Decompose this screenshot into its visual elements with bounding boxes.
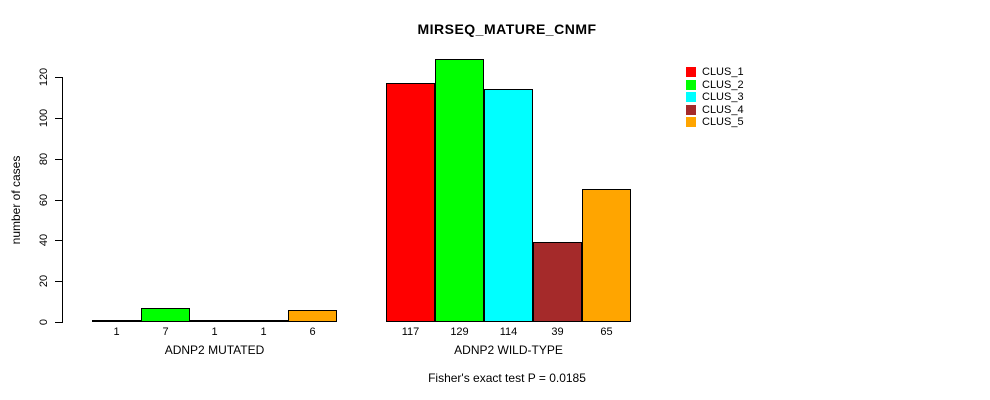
legend-label: CLUS_2 [702, 78, 744, 91]
y-tick-label: 120 [38, 67, 50, 87]
legend-swatch-icon [686, 79, 696, 90]
group-label-1: ADNP2 MUTATED [164, 343, 265, 357]
bar-clus_2-group1 [141, 308, 190, 322]
bar-value-label: 1 [260, 326, 267, 338]
y-tick-mark [55, 240, 62, 241]
legend-swatch-icon [686, 67, 696, 78]
bar-clus_3-group1 [190, 320, 239, 322]
bar-clus_5-group2 [582, 189, 631, 322]
y-tick-mark [55, 77, 62, 78]
footnote-text: Fisher's exact test P = 0.0185 [428, 371, 586, 385]
legend-swatch-icon [686, 117, 696, 128]
bar-clus_4-group1 [239, 320, 288, 322]
legend-label: CLUS_3 [702, 91, 744, 104]
group-label-2: ADNP2 WILD-TYPE [454, 343, 563, 357]
bar-value-label: 117 [401, 326, 420, 338]
y-tick-mark [55, 322, 62, 323]
y-tick-label: 80 [38, 152, 50, 166]
y-axis-label: number of cases [9, 155, 23, 245]
bar-clus_1-group2 [386, 83, 435, 322]
legend-swatch-icon [686, 104, 696, 115]
legend-item-clus_2: CLUS_2 [686, 79, 744, 92]
legend-item-clus_4: CLUS_4 [686, 104, 744, 117]
legend-item-clus_3: CLUS_3 [686, 91, 744, 104]
legend-label: CLUS_4 [702, 103, 744, 116]
bar-value-label: 39 [551, 326, 564, 338]
legend-swatch-icon [686, 92, 696, 103]
bar-clus_2-group2 [435, 59, 484, 322]
bar-value-label: 129 [450, 326, 469, 338]
y-tick-label: 20 [38, 274, 50, 288]
legend: CLUS_1 CLUS_2 CLUS_3 CLUS_4 CLUS_5 [686, 66, 744, 129]
legend-label: CLUS_5 [702, 116, 744, 129]
legend-label: CLUS_1 [702, 66, 744, 79]
chart-title: MIRSEQ_MATURE_CNMF [417, 21, 597, 37]
bar-value-label: 65 [600, 326, 613, 338]
y-tick-mark [55, 281, 62, 282]
bar-value-label: 7 [162, 326, 169, 338]
bar-clus_1-group1 [92, 320, 141, 322]
bar-clus_3-group2 [484, 89, 533, 322]
y-tick-label: 60 [38, 193, 50, 207]
y-tick-mark [55, 118, 62, 119]
bar-clus_5-group1 [288, 310, 337, 322]
y-tick-label: 100 [38, 108, 50, 128]
legend-item-clus_5: CLUS_5 [686, 116, 744, 129]
y-axis-line [62, 77, 63, 323]
bar-clus_4-group2 [533, 242, 582, 322]
bar-value-label: 114 [499, 326, 518, 338]
y-tick-mark [55, 200, 62, 201]
y-tick-label: 40 [38, 233, 50, 247]
legend-item-clus_1: CLUS_1 [686, 66, 744, 79]
bar-value-label: 6 [309, 326, 316, 338]
bar-value-label: 1 [211, 326, 218, 338]
bar-value-label: 1 [113, 326, 120, 338]
y-tick-mark [55, 159, 62, 160]
y-tick-label: 0 [38, 318, 50, 326]
